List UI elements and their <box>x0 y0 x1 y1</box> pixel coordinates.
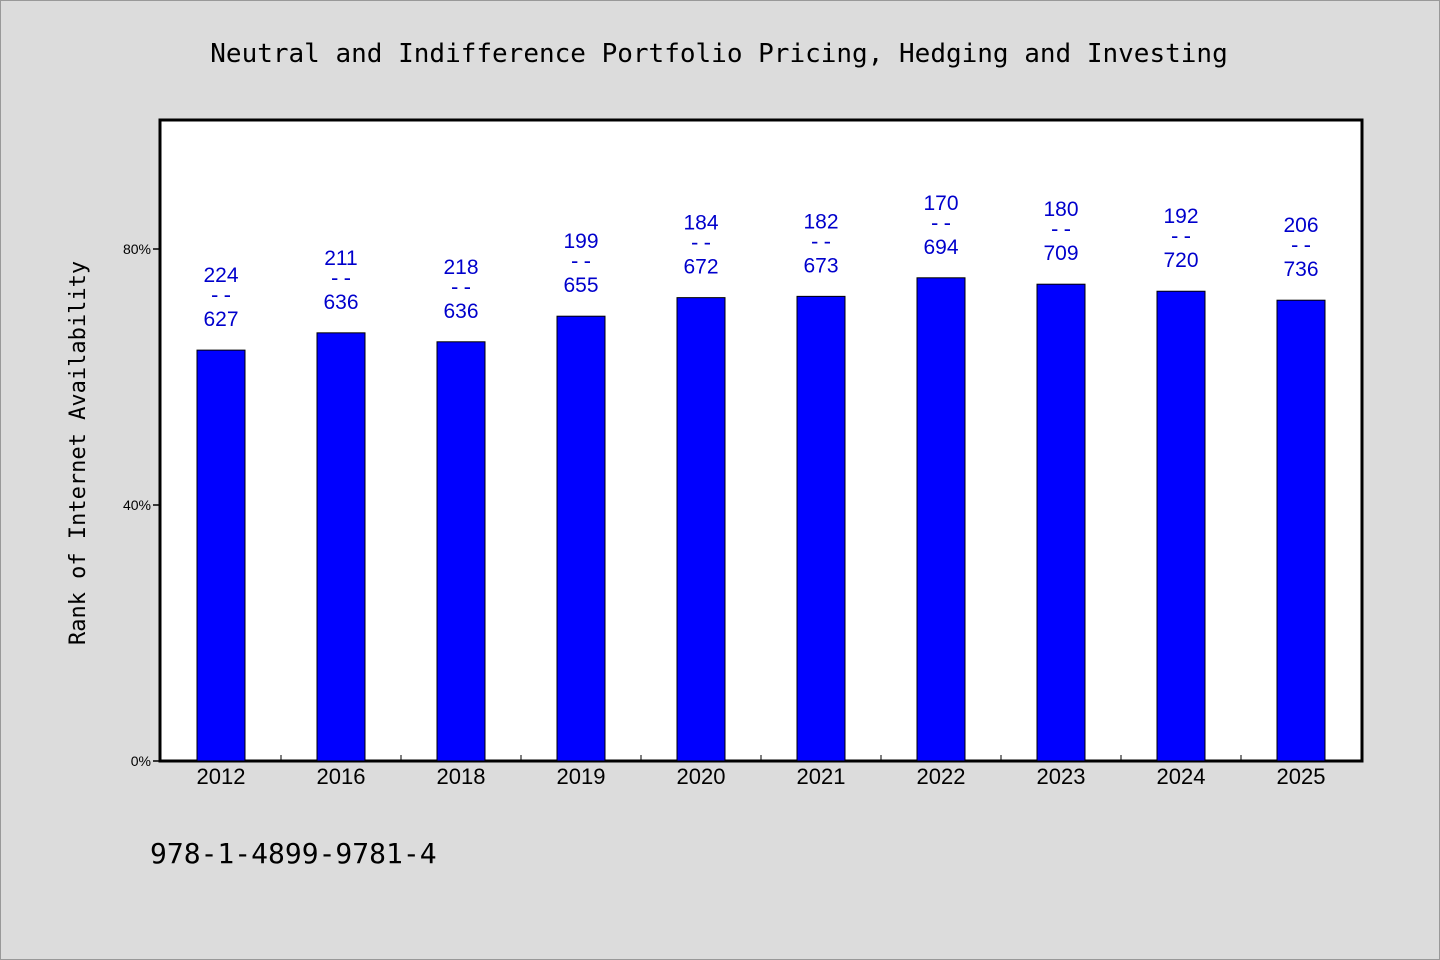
bar <box>316 332 366 762</box>
data-label-denominator: 636 <box>443 300 478 323</box>
bar <box>1276 299 1326 762</box>
isbn-label: 978-1-4899-9781-4 <box>150 837 437 870</box>
data-labels-layer: 224--627211--636218--636199--655184--672… <box>203 192 1318 331</box>
data-label-separator: -- <box>1288 233 1313 257</box>
x-tick-label: 2023 <box>1037 764 1086 789</box>
data-label-denominator: 720 <box>1163 249 1198 272</box>
x-tick-label: 2020 <box>677 764 726 789</box>
x-tick-label: 2025 <box>1277 764 1326 789</box>
data-label-numerator: 199 <box>563 230 598 253</box>
data-label-numerator: 170 <box>923 192 958 215</box>
data-label-separator: -- <box>568 249 593 273</box>
bar <box>796 295 846 762</box>
data-label-denominator: 736 <box>1283 258 1318 281</box>
data-label-separator: -- <box>688 231 713 255</box>
bar <box>916 277 966 762</box>
chart-title: Neutral and Indifference Portfolio Prici… <box>210 39 1227 69</box>
data-label-numerator: 180 <box>1043 198 1078 221</box>
x-tick-label: 2018 <box>437 764 486 789</box>
data-label-separator: -- <box>808 229 833 253</box>
bar <box>1156 290 1206 762</box>
data-label-denominator: 655 <box>563 274 598 297</box>
x-axis: 2012 2016 2018 2019 2020 2021 2022 2023 2024 2025 <box>197 755 1326 789</box>
data-label-numerator: 206 <box>1283 214 1318 237</box>
data-label-separator: -- <box>1168 224 1193 248</box>
bar <box>556 315 606 762</box>
x-tick-label: 2024 <box>1157 764 1206 789</box>
data-label-separator: -- <box>448 275 473 299</box>
data-label-numerator: 184 <box>683 212 718 235</box>
bars-layer <box>196 277 1326 762</box>
data-label-denominator: 673 <box>803 254 838 277</box>
data-label-denominator: 627 <box>203 308 238 331</box>
data-label-denominator: 672 <box>683 256 718 279</box>
data-label-numerator: 182 <box>803 210 838 233</box>
y-tick-label: 0% <box>131 753 151 769</box>
data-label-separator: -- <box>1048 217 1073 241</box>
y-tick-label: 80% <box>123 241 151 257</box>
data-label-denominator: 709 <box>1043 242 1078 265</box>
bar <box>196 349 246 762</box>
data-label-numerator: 211 <box>324 247 357 270</box>
x-tick-label: 2021 <box>797 764 846 789</box>
x-tick-label: 2012 <box>197 764 246 789</box>
bar <box>1036 283 1086 762</box>
data-label-numerator: 192 <box>1163 205 1198 228</box>
data-label-denominator: 636 <box>323 291 358 314</box>
bar <box>676 297 726 762</box>
data-label-numerator: 224 <box>203 264 238 287</box>
data-label-separator: -- <box>208 283 233 307</box>
y-tick-label: 40% <box>123 497 151 513</box>
x-tick-label: 2022 <box>917 764 966 789</box>
data-label-separator: -- <box>928 211 953 235</box>
y-axis: 0% 40% 80% <box>123 241 161 769</box>
x-tick-label: 2019 <box>557 764 606 789</box>
data-label-separator: -- <box>328 266 353 290</box>
x-tick-label: 2016 <box>317 764 366 789</box>
bar <box>436 341 486 762</box>
data-label-denominator: 694 <box>923 236 958 259</box>
data-label-numerator: 218 <box>443 256 478 279</box>
y-axis-title: Rank of Internet Availability <box>66 261 91 645</box>
